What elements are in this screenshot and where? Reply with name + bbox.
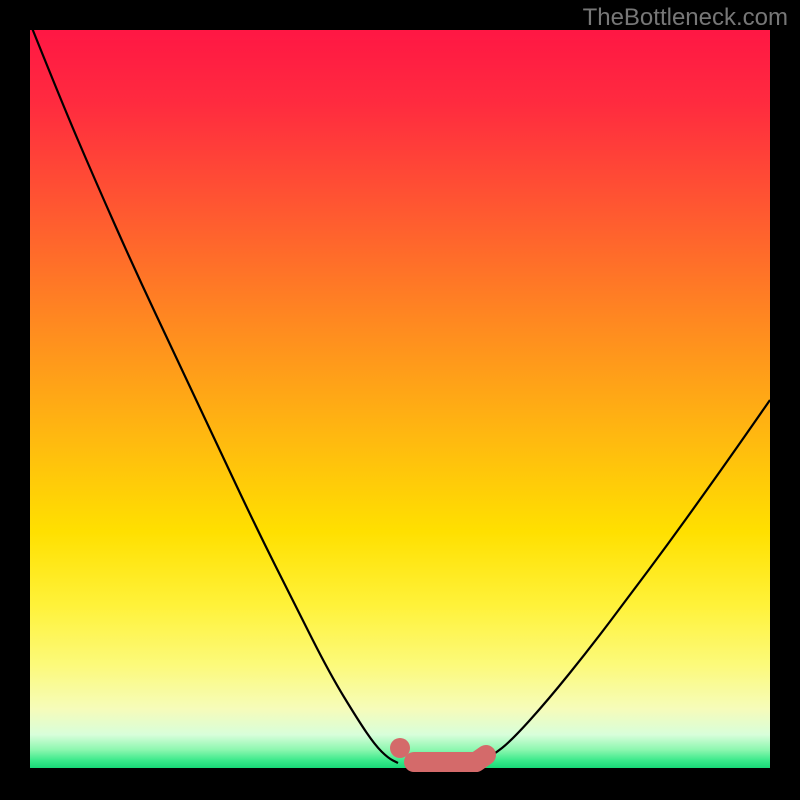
left-curve — [30, 23, 398, 763]
curve-overlay — [30, 30, 770, 768]
highlight-dot — [390, 738, 410, 758]
highlight-bar — [414, 755, 486, 762]
watermark-text: TheBottleneck.com — [583, 4, 788, 32]
plot-area — [30, 30, 770, 768]
chart-container: TheBottleneck.com — [0, 0, 800, 800]
right-curve — [478, 400, 770, 763]
